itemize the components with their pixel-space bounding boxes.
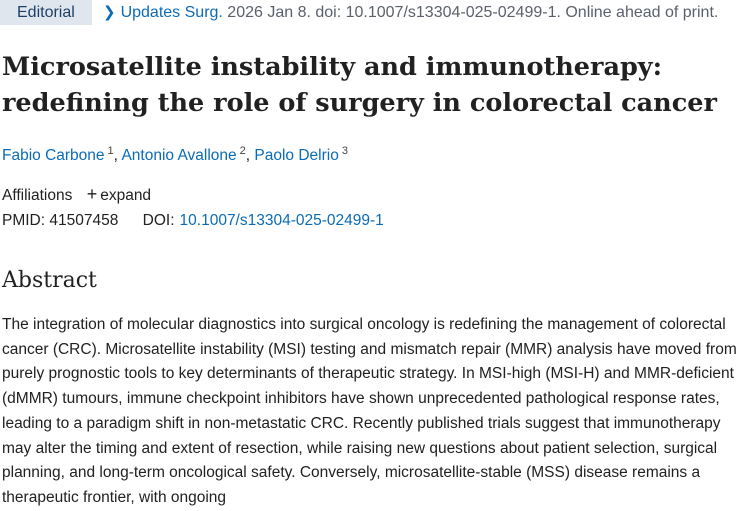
pmid-label: PMID: bbox=[2, 212, 46, 229]
article-title: Microsatellite instability and immunothe… bbox=[2, 52, 717, 118]
expand-affiliations-button[interactable]: + expand bbox=[86, 184, 152, 204]
identifiers-row: PMID: 41507458 DOI: 10.1007/s13304-025-02… bbox=[2, 212, 384, 230]
author-link[interactable]: Paolo Delrio bbox=[254, 147, 339, 164]
author-link[interactable]: Antonio Avallone bbox=[121, 147, 237, 164]
pmid-value: 41507458 bbox=[49, 212, 119, 229]
publication-type-badge: Editorial bbox=[0, 0, 92, 25]
author-affiliation-number[interactable]: 3 bbox=[341, 145, 348, 157]
doi-label: DOI: bbox=[142, 212, 175, 229]
journal-citation: ❯ Updates Surg. 2026 Jan 8. doi: 10.1007/… bbox=[103, 2, 718, 24]
author-separator: , bbox=[245, 147, 255, 164]
author-list: Fabio Carbone 1, Antonio Avallone 2, Paolo… bbox=[2, 145, 348, 165]
citation-details: 2026 Jan 8. doi: 10.1007/s13304-025-0249… bbox=[222, 4, 719, 21]
plus-icon: + bbox=[86, 184, 98, 204]
author-affiliation-number[interactable]: 1 bbox=[107, 145, 114, 157]
chevron-right-icon: ❯ bbox=[103, 4, 116, 21]
abstract-heading: Abstract bbox=[2, 268, 97, 293]
affiliations-row: Affiliations + expand bbox=[2, 184, 151, 205]
citation-bar: Editorial ❯ Updates Surg. 2026 Jan 8. doi… bbox=[0, 0, 750, 26]
author-separator: , bbox=[113, 147, 122, 164]
author-link[interactable]: Fabio Carbone bbox=[2, 147, 105, 164]
journal-link[interactable]: Updates Surg. bbox=[120, 4, 223, 21]
abstract-text: The integration of molecular diagnostics… bbox=[2, 316, 737, 506]
author-affiliation-number[interactable]: 2 bbox=[239, 145, 246, 157]
expand-label: expand bbox=[100, 187, 152, 204]
doi-link[interactable]: 10.1007/s13304-025-02499-1 bbox=[179, 212, 384, 229]
affiliations-label: Affiliations bbox=[2, 187, 73, 204]
